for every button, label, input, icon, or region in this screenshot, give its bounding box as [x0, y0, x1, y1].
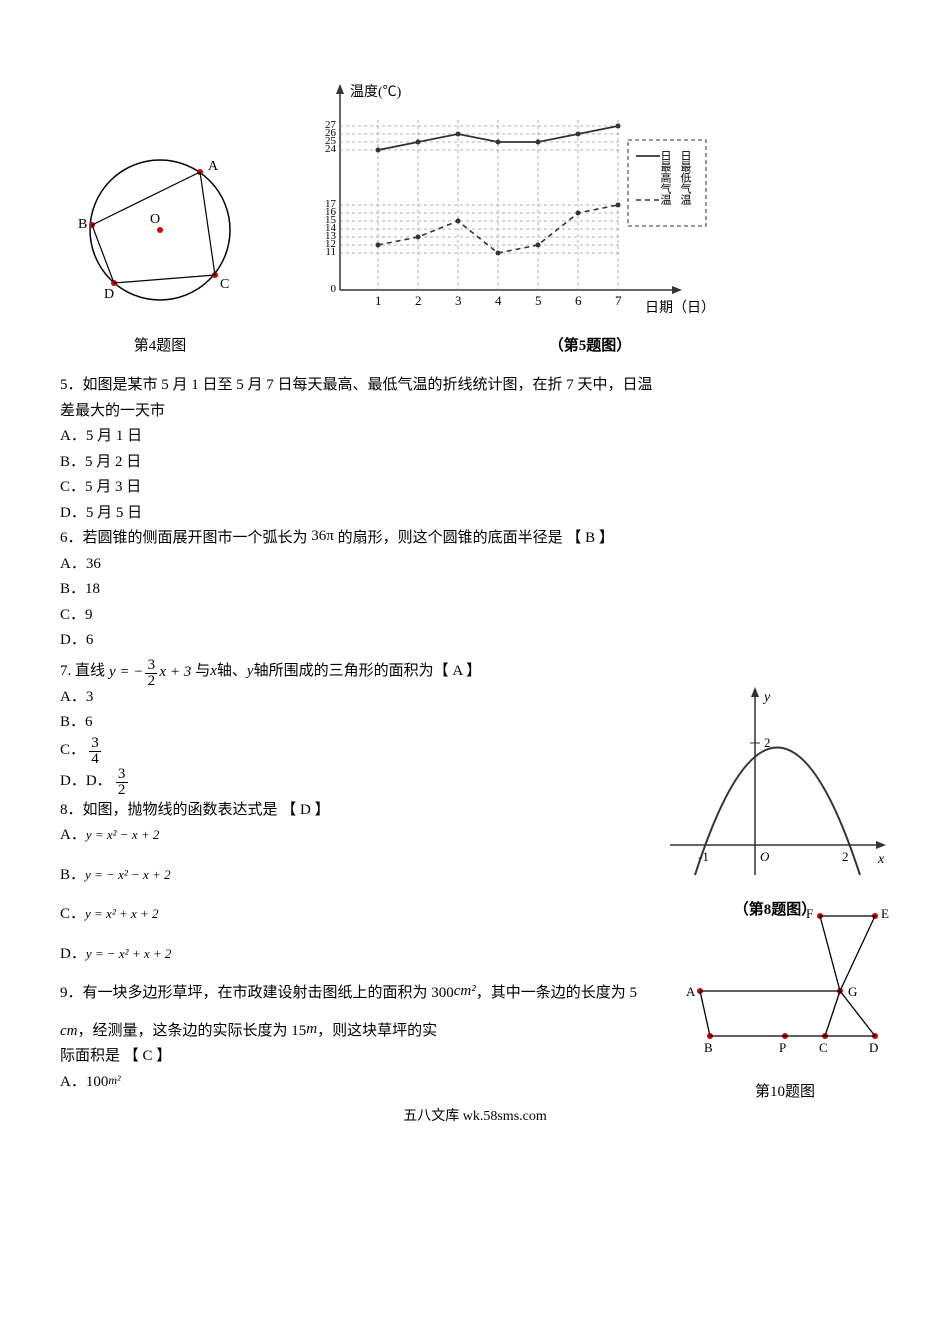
label-B: B	[78, 217, 87, 232]
q7-frac-bot: 2	[148, 674, 156, 689]
q7-mid: 轴、	[217, 659, 247, 685]
svg-text:2: 2	[842, 849, 849, 864]
q7-opt-d-pre: D．D．	[60, 769, 112, 795]
legend-high: 日最高气温	[659, 150, 672, 205]
q7-prefix: 7. 直线	[60, 659, 105, 685]
svg-text:F: F	[806, 906, 813, 921]
q5-opt-b: B．5 月 2 日	[60, 450, 890, 476]
q6-stem: 6．若圆锥的侧面展开图市一个弧长为 36π 的扇形，则这个圆锥的底面半径是 【 …	[60, 526, 890, 552]
label-O: O	[150, 212, 160, 227]
svg-text:2: 2	[415, 293, 422, 308]
svg-text:A: A	[686, 984, 696, 999]
label-C: C	[220, 277, 229, 292]
svg-text:3: 3	[455, 293, 462, 308]
svg-text:17: 17	[325, 198, 337, 210]
svg-text:7: 7	[615, 293, 622, 308]
svg-text:1: 1	[375, 293, 382, 308]
q7-yvar: y	[247, 659, 254, 685]
q7-opt-d-top: 3	[118, 767, 126, 782]
q7-opt-d-bot: 2	[118, 783, 126, 798]
figure-5-caption: （第5题图）	[290, 334, 890, 360]
svg-text:0: 0	[331, 283, 337, 295]
q7-suffix: 与	[195, 659, 210, 685]
q7-eq-left: y = −	[109, 660, 143, 686]
q7-stem: 7. 直线 y = − 3 2 x + 3 与 x 轴、 y 轴所围成的三角形的…	[60, 654, 890, 685]
q6-opt-b: B．18	[60, 577, 890, 603]
label-D: D	[104, 287, 114, 302]
svg-text:6: 6	[575, 293, 582, 308]
q6-opt-a: A．36	[60, 552, 890, 578]
figure-5: 温度(℃) 日期（日） 123 4567 0 111213 14151617 2…	[290, 80, 890, 359]
figure-10: A B C D E F G P 第10题图	[680, 896, 890, 1105]
figure-row: A B C D O 第4题图	[60, 80, 890, 359]
q6-opt-c: C．9	[60, 603, 890, 629]
q6-opt-d: D．6	[60, 628, 890, 654]
q5-opt-d: D．5 月 5 日	[60, 501, 890, 527]
figure-10-caption: 第10题图	[680, 1080, 890, 1106]
svg-text:G: G	[848, 984, 857, 999]
legend-low: 日最低气温	[679, 150, 692, 205]
y-axis-label: 温度(℃)	[350, 84, 402, 100]
svg-text:C: C	[819, 1040, 828, 1055]
q6-arc: 36π	[311, 528, 334, 544]
svg-text:O: O	[760, 849, 770, 864]
svg-text:P: P	[779, 1040, 786, 1055]
svg-text:E: E	[881, 906, 889, 921]
q7-opt-d: D．D． 3 2	[60, 767, 650, 798]
q7-opt-c-bot: 4	[91, 752, 99, 767]
svg-text:D: D	[869, 1040, 878, 1055]
q7-frac-top: 3	[148, 658, 156, 673]
page-footer: 五八文库 wk.58sms.com	[0, 1105, 950, 1129]
q5-stem-1: 5．如图是某市 5 月 1 日至 5 月 7 日每天最高、最低气温的折线统计图，…	[60, 373, 890, 399]
figure-4-caption: 第4题图	[60, 334, 260, 360]
q6-stem-prefix: 6．若圆锥的侧面展开图市一个弧长为	[60, 530, 308, 546]
svg-text:4: 4	[495, 293, 502, 308]
q5-stem-2: 差最大的一天市	[60, 399, 890, 425]
svg-text:27: 27	[325, 119, 337, 131]
figure-4: A B C D O 第4题图	[60, 120, 260, 359]
label-A: A	[208, 159, 219, 174]
x-axis-label: 日期（日）	[645, 300, 715, 316]
q5-opt-c: C．5 月 3 日	[60, 475, 890, 501]
q8-xlabel: x	[877, 852, 885, 867]
q7-opt-c-top: 3	[91, 736, 99, 751]
q6-stem-suffix: 的扇形，则这个圆锥的底面半径是 【 B 】	[338, 530, 614, 546]
svg-text:B: B	[704, 1040, 713, 1055]
q7-suffix2: 轴所围成的三角形的面积为【 A 】	[254, 659, 482, 685]
q5-opt-a: A．5 月 1 日	[60, 424, 890, 450]
q7-opt-c-pre: C．	[60, 738, 85, 764]
figure-8: x y -1 O 2 2 （第8题图）	[660, 685, 890, 924]
svg-text:5: 5	[535, 293, 542, 308]
q7-eq-right: x + 3	[159, 660, 191, 686]
q8-ylabel: y	[762, 690, 771, 705]
q7-opt-c: C． 3 4	[60, 736, 650, 767]
q7-xvar: x	[210, 659, 217, 685]
